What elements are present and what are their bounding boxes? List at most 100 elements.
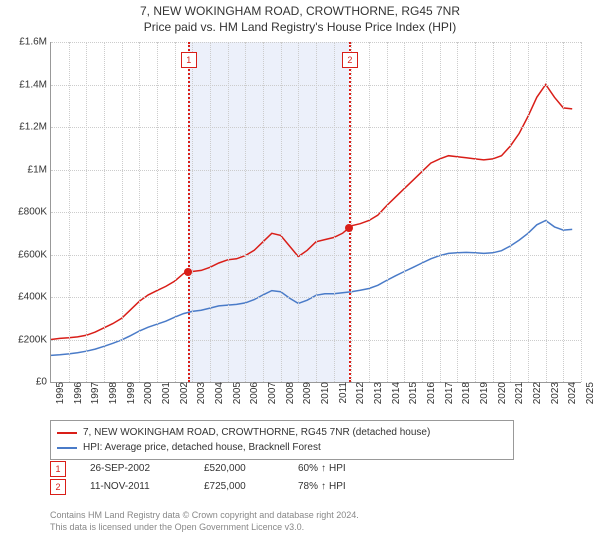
legend-box: 7, NEW WOKINGHAM ROAD, CROWTHORNE, RG45 … [50, 420, 514, 460]
x-tick-label: 1998 [104, 382, 119, 404]
event-hpi-suffix: HPI [329, 460, 346, 478]
x-tick-label: 2009 [298, 382, 313, 404]
x-tick-label: 2007 [263, 382, 278, 404]
x-gridline [581, 42, 582, 382]
event-pct: 78% [298, 478, 318, 496]
x-gridline [334, 42, 335, 382]
title-main: 7, NEW WOKINGHAM ROAD, CROWTHORNE, RG45 … [0, 4, 600, 20]
x-gridline [440, 42, 441, 382]
x-tick-label: 2004 [210, 382, 225, 404]
event-marker-flag: 2 [342, 52, 358, 68]
x-tick-label: 2022 [528, 382, 543, 404]
x-tick-label: 2008 [281, 382, 296, 404]
y-tick-label: £400K [18, 292, 51, 303]
y-tick-label: £1M [28, 164, 51, 175]
y-tick-label: £1.6M [19, 37, 51, 48]
x-gridline [387, 42, 388, 382]
x-gridline [404, 42, 405, 382]
chart-plot-area: £0£200K£400K£600K£800K£1M£1.2M£1.4M£1.6M… [50, 42, 581, 383]
x-tick-label: 2006 [245, 382, 260, 404]
x-gridline [86, 42, 87, 382]
legend-label: HPI: Average price, detached house, Brac… [83, 440, 321, 455]
x-gridline [104, 42, 105, 382]
event-date: 26-SEP-2002 [90, 460, 180, 478]
event-hpi: 60%↑HPI [298, 460, 346, 478]
event-row: 2 11-NOV-2011 £725,000 78%↑HPI [50, 478, 580, 496]
x-gridline [546, 42, 547, 382]
x-tick-label: 2014 [387, 382, 402, 404]
x-gridline [281, 42, 282, 382]
x-tick-label: 2000 [139, 382, 154, 404]
x-gridline [298, 42, 299, 382]
y-tick-label: £1.4M [19, 79, 51, 90]
x-tick-label: 2010 [316, 382, 331, 404]
x-tick-label: 2017 [440, 382, 455, 404]
x-gridline [510, 42, 511, 382]
y-tick-label: £1.2M [19, 122, 51, 133]
x-tick-label: 2025 [581, 382, 596, 404]
x-gridline [493, 42, 494, 382]
x-gridline [316, 42, 317, 382]
x-gridline [528, 42, 529, 382]
chart-container: 7, NEW WOKINGHAM ROAD, CROWTHORNE, RG45 … [0, 0, 600, 560]
x-gridline [351, 42, 352, 382]
event-hpi-suffix: HPI [329, 478, 346, 496]
x-gridline [475, 42, 476, 382]
x-gridline [228, 42, 229, 382]
footer-attribution: Contains HM Land Registry data © Crown c… [50, 510, 580, 533]
x-tick-label: 1996 [69, 382, 84, 404]
x-tick-label: 2020 [493, 382, 508, 404]
legend-label: 7, NEW WOKINGHAM ROAD, CROWTHORNE, RG45 … [83, 425, 430, 440]
event-price: £520,000 [204, 460, 274, 478]
x-tick-label: 2015 [404, 382, 419, 404]
x-gridline [69, 42, 70, 382]
event-price: £725,000 [204, 478, 274, 496]
x-gridline [422, 42, 423, 382]
x-tick-label: 2024 [563, 382, 578, 404]
x-tick-label: 2003 [192, 382, 207, 404]
series-line-hpi [51, 221, 572, 356]
x-tick-label: 1995 [51, 382, 66, 404]
event-hpi: 78%↑HPI [298, 478, 346, 496]
chart-titles: 7, NEW WOKINGHAM ROAD, CROWTHORNE, RG45 … [0, 0, 600, 35]
x-tick-label: 2018 [457, 382, 472, 404]
x-gridline [369, 42, 370, 382]
y-tick-label: £800K [18, 207, 51, 218]
x-tick-label: 2021 [510, 382, 525, 404]
x-gridline [139, 42, 140, 382]
x-tick-label: 2001 [157, 382, 172, 404]
x-tick-label: 1999 [122, 382, 137, 404]
x-gridline [563, 42, 564, 382]
x-tick-label: 2016 [422, 382, 437, 404]
events-table: 1 26-SEP-2002 £520,000 60%↑HPI 2 11-NOV-2011 £… [50, 460, 580, 496]
x-tick-label: 2002 [175, 382, 190, 404]
x-tick-label: 2011 [334, 382, 349, 404]
x-tick-label: 2012 [351, 382, 366, 404]
event-pct: 60% [298, 460, 318, 478]
x-tick-label: 2019 [475, 382, 490, 404]
legend-swatch [57, 432, 77, 434]
event-marker-line [349, 42, 351, 382]
event-date: 11-NOV-2011 [90, 478, 180, 496]
title-sub: Price paid vs. HM Land Registry's House … [0, 20, 600, 36]
y-tick-label: £200K [18, 334, 51, 345]
x-gridline [210, 42, 211, 382]
y-tick-label: £0 [36, 377, 51, 388]
event-marker-badge: 1 [50, 461, 66, 477]
event-row: 1 26-SEP-2002 £520,000 60%↑HPI [50, 460, 580, 478]
x-gridline [457, 42, 458, 382]
footer-line-2: This data is licensed under the Open Gov… [50, 522, 580, 534]
x-gridline [245, 42, 246, 382]
x-tick-label: 2005 [228, 382, 243, 404]
x-gridline [192, 42, 193, 382]
arrow-up-icon: ↑ [321, 460, 326, 478]
arrow-up-icon: ↑ [321, 478, 326, 496]
footer-line-1: Contains HM Land Registry data © Crown c… [50, 510, 580, 522]
event-marker-badge: 2 [50, 479, 66, 495]
x-tick-label: 1997 [86, 382, 101, 404]
x-gridline [175, 42, 176, 382]
x-gridline [263, 42, 264, 382]
x-gridline [122, 42, 123, 382]
legend-swatch [57, 447, 77, 449]
x-tick-label: 2013 [369, 382, 384, 404]
